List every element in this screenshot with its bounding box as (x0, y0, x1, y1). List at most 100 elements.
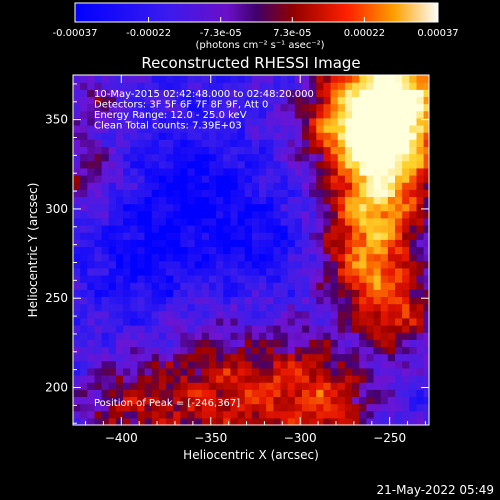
heatmap-cell (387, 103, 396, 112)
heatmap-cell (101, 360, 110, 369)
heatmap-cell (294, 382, 303, 390)
heatmap-cell (123, 417, 131, 425)
heatmap-cell (166, 189, 174, 198)
heatmap-cell (144, 296, 153, 305)
heatmap-cell (287, 225, 296, 233)
heatmap-cell (237, 175, 246, 183)
heatmap-cell (123, 146, 131, 155)
heatmap-cell (387, 167, 396, 176)
heatmap-cell (130, 353, 139, 362)
heatmap-cell (280, 360, 289, 369)
heatmap-cell (187, 282, 196, 290)
heatmap-cell (237, 210, 246, 219)
heatmap-cell (280, 403, 289, 412)
heatmap-cell (115, 239, 124, 248)
heatmap-cell (123, 153, 131, 162)
heatmap-cell (366, 153, 375, 162)
heatmap-cell (101, 410, 110, 419)
heatmap-cell (409, 332, 418, 340)
heatmap-cell (130, 132, 139, 140)
heatmap-cell (237, 325, 246, 333)
heatmap-cell (173, 239, 181, 248)
heatmap-cell (366, 382, 375, 390)
heatmap-cell (330, 282, 339, 290)
heatmap-cell (323, 210, 332, 219)
heatmap-cell (151, 403, 160, 412)
heatmap-cell (294, 260, 303, 269)
heatmap-cell (273, 339, 282, 348)
heatmap-cell (123, 160, 131, 169)
heatmap-cell (108, 125, 117, 133)
heatmap-cell (395, 382, 403, 390)
heatmap-cell (144, 189, 153, 198)
heatmap-cell (230, 117, 239, 126)
heatmap-cell (280, 96, 289, 105)
heatmap-cell (73, 153, 81, 162)
heatmap-cell (359, 203, 367, 212)
heatmap-cell (373, 225, 382, 233)
heatmap-cell (380, 75, 389, 83)
heatmap-cell (166, 253, 174, 262)
heatmap-cell (352, 103, 360, 112)
heatmap-cell (294, 410, 303, 419)
heatmap-cell (280, 310, 289, 319)
heatmap-cell (87, 117, 96, 126)
heatmap-cell (123, 217, 131, 226)
heatmap-cell (223, 260, 232, 269)
heatmap-cell (266, 310, 274, 319)
heatmap-cell (194, 317, 203, 326)
heatmap-cell (87, 160, 96, 169)
heatmap-cell (273, 289, 282, 298)
colorbar-tick-label: -0.00037 (53, 28, 98, 39)
heatmap-cell (237, 153, 246, 162)
heatmap-cell (301, 132, 310, 140)
heatmap-cell (395, 296, 403, 305)
heatmap-cell (187, 296, 196, 305)
heatmap-cell (230, 160, 239, 169)
heatmap-cell (337, 189, 346, 198)
heatmap-cell (301, 260, 310, 269)
heatmap-cell (144, 275, 153, 283)
heatmap-cell (387, 182, 396, 190)
heatmap-cell (108, 260, 117, 269)
heatmap-cell (201, 375, 210, 383)
heatmap-cell (423, 146, 429, 155)
heatmap-cell (416, 396, 425, 405)
heatmap-cell (294, 332, 303, 340)
heatmap-cell (316, 82, 325, 90)
heatmap-cell (87, 246, 96, 255)
heatmap-cell (330, 339, 339, 348)
heatmap-cell (416, 160, 425, 169)
heatmap-cell (402, 275, 410, 283)
heatmap-cell (223, 189, 232, 198)
heatmap-cell (94, 296, 103, 305)
heatmap-cell (273, 260, 282, 269)
heatmap-cell (251, 382, 260, 390)
heatmap-cell (87, 303, 96, 312)
heatmap-cell (352, 346, 360, 355)
heatmap-cell (123, 396, 131, 405)
heatmap-cell (330, 396, 339, 405)
heatmap-cell (409, 153, 418, 162)
heatmap-cell (144, 267, 153, 276)
heatmap-cell (316, 310, 325, 319)
heatmap-cell (208, 332, 217, 340)
heatmap-cell (108, 353, 117, 362)
heatmap-cell (287, 189, 296, 198)
heatmap-cell (123, 96, 131, 105)
heatmap-cell (380, 310, 389, 319)
heatmap-cell (266, 367, 274, 376)
heatmap-cell (402, 160, 410, 169)
heatmap-cell (344, 89, 353, 98)
heatmap-cell (137, 203, 146, 212)
heatmap-cell (230, 246, 239, 255)
heatmap-cell (337, 317, 346, 326)
heatmap-cell (94, 410, 103, 419)
heatmap-cell (423, 289, 429, 298)
heatmap-cell (101, 75, 110, 83)
heatmap-cell (173, 417, 181, 425)
heatmap-cell (244, 153, 253, 162)
heatmap-cell (115, 382, 124, 390)
heatmap-cell (87, 167, 96, 176)
heatmap-cell (266, 110, 274, 119)
